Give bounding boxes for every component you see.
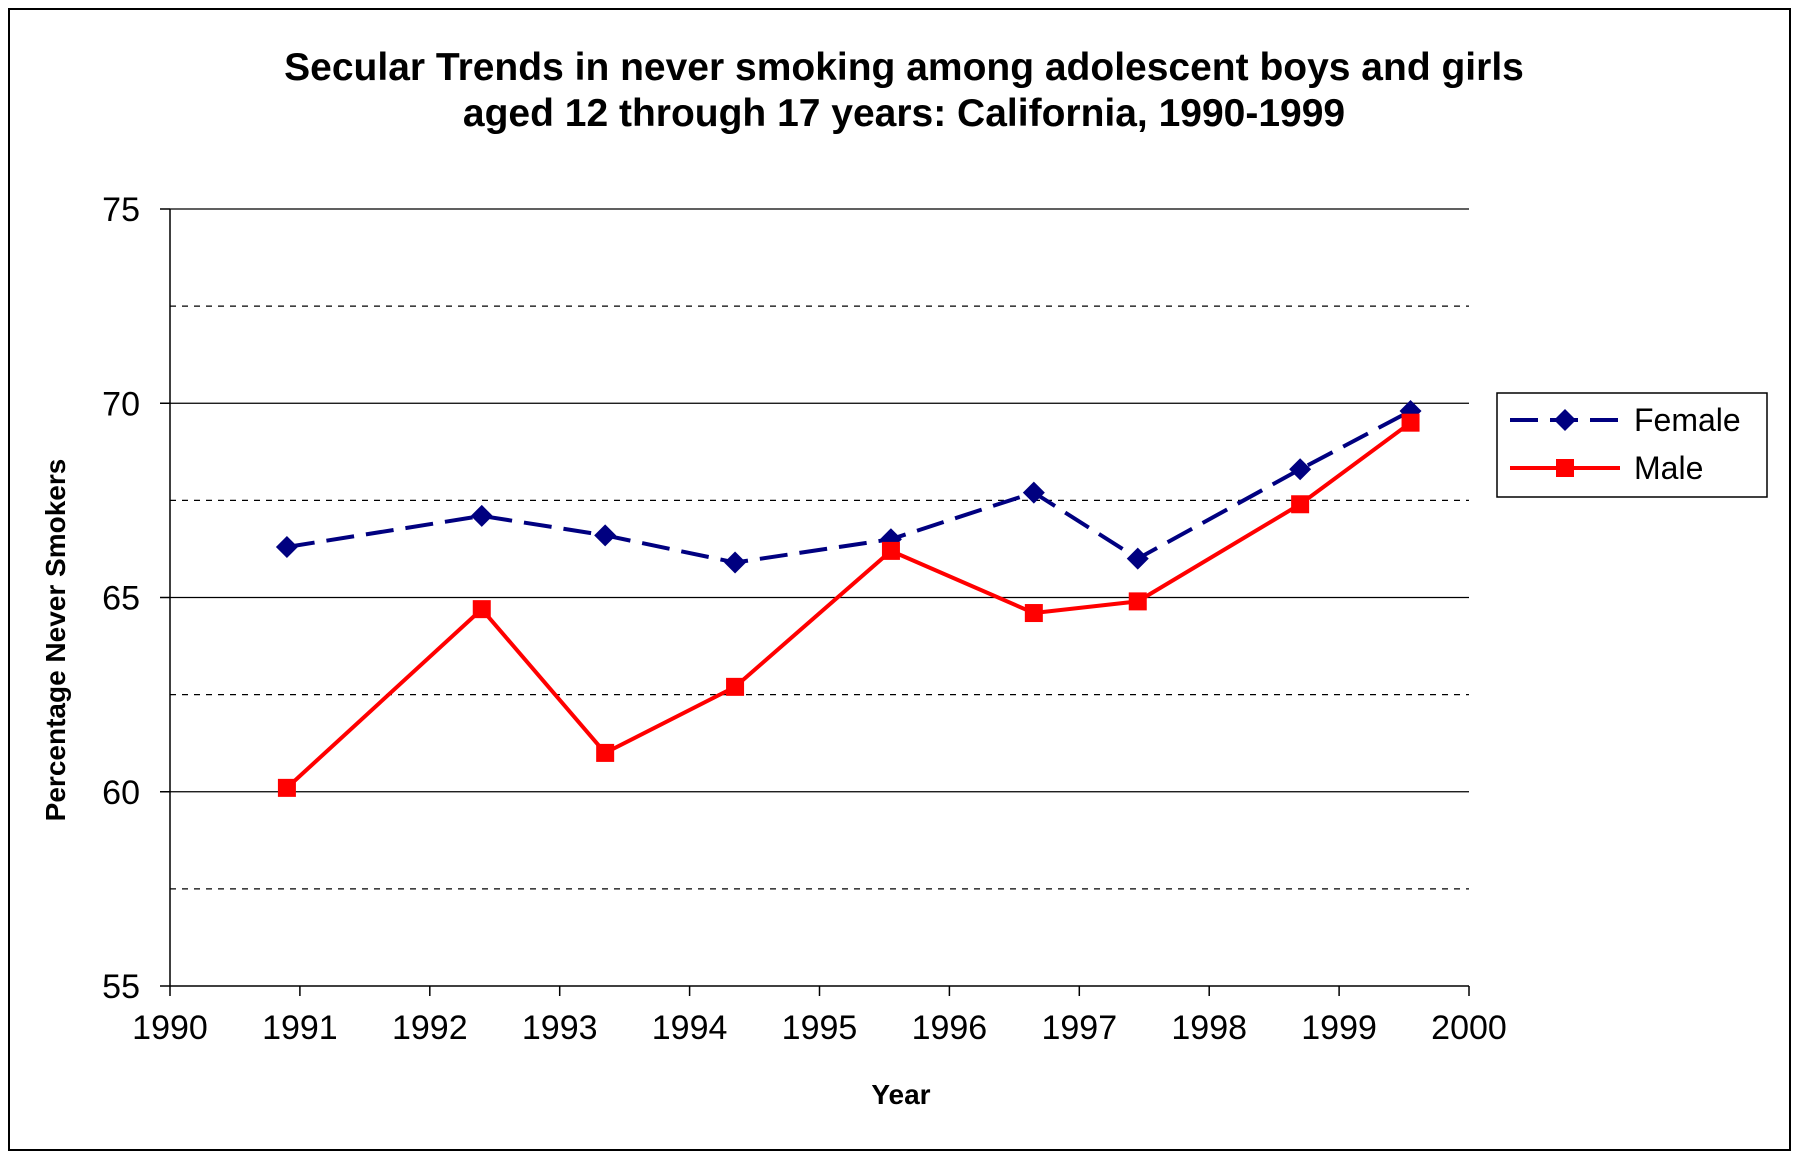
data-point-female-2 xyxy=(594,524,617,547)
data-point-female-0 xyxy=(275,535,298,558)
data-point-female-3 xyxy=(724,551,747,574)
chart-title-line-2: aged 12 through 17 years: California, 19… xyxy=(463,92,1345,135)
x-tick-label-1990: 1990 xyxy=(132,1009,208,1047)
series-male xyxy=(277,413,1420,797)
data-point-male-5 xyxy=(1024,604,1043,623)
x-tick-label-1995: 1995 xyxy=(782,1009,858,1047)
data-point-female-1 xyxy=(470,504,493,527)
data-point-male-4 xyxy=(881,541,900,560)
x-tick-label-1998: 1998 xyxy=(1171,1009,1247,1047)
y-tick-label-70: 70 xyxy=(102,385,140,423)
legend: Female Male xyxy=(1496,392,1768,498)
legend-label-male: Male xyxy=(1634,450,1703,486)
x-tick-label-1994: 1994 xyxy=(652,1009,728,1047)
y-tick-label-75: 75 xyxy=(102,191,140,229)
legend-label-female: Female xyxy=(1634,402,1741,438)
grid-lines xyxy=(170,208,1469,890)
legend-box xyxy=(1496,392,1768,498)
chart-frame xyxy=(8,8,1791,1151)
data-point-male-0 xyxy=(277,778,296,797)
legend-marker-male xyxy=(1556,459,1574,477)
data-point-male-6 xyxy=(1128,592,1147,611)
x-tick-label-1996: 1996 xyxy=(912,1009,988,1047)
series-layer xyxy=(275,400,1422,797)
x-tick-label-1993: 1993 xyxy=(522,1009,598,1047)
data-point-female-7 xyxy=(1289,458,1312,481)
x-tick-label-1997: 1997 xyxy=(1041,1009,1117,1047)
x-tick-label-1992: 1992 xyxy=(392,1009,468,1047)
x-tick-label-1991: 1991 xyxy=(262,1009,338,1047)
series-line-male xyxy=(285,421,1412,790)
data-point-male-8 xyxy=(1401,413,1420,432)
y-tick-label-65: 65 xyxy=(102,580,140,618)
data-point-female-5 xyxy=(1022,481,1045,504)
x-axis-label: Year xyxy=(871,1079,930,1110)
x-tick-label-2000: 2000 xyxy=(1431,1009,1507,1047)
data-point-male-1 xyxy=(472,600,491,619)
x-tick-label-1999: 1999 xyxy=(1301,1009,1377,1047)
axes xyxy=(160,208,1470,996)
tick-labels: 55 60 65 70 75 1990 1991 1992 1993 1994 1995 1996 19… xyxy=(102,191,1507,1047)
legend-marker-female xyxy=(1554,409,1576,431)
data-point-female-6 xyxy=(1126,547,1149,570)
data-point-male-2 xyxy=(596,743,615,762)
y-axis-label: Percentage Never Smokers xyxy=(40,459,71,822)
chart-title-line-1: Secular Trends in never smoking among ad… xyxy=(284,46,1524,89)
data-point-male-3 xyxy=(726,677,745,696)
y-tick-label-60: 60 xyxy=(102,774,140,812)
data-point-male-7 xyxy=(1291,495,1310,514)
y-tick-label-55: 55 xyxy=(102,968,140,1006)
chart-title: Secular Trends in never smoking among ad… xyxy=(284,46,1524,135)
series-female xyxy=(275,400,1422,574)
